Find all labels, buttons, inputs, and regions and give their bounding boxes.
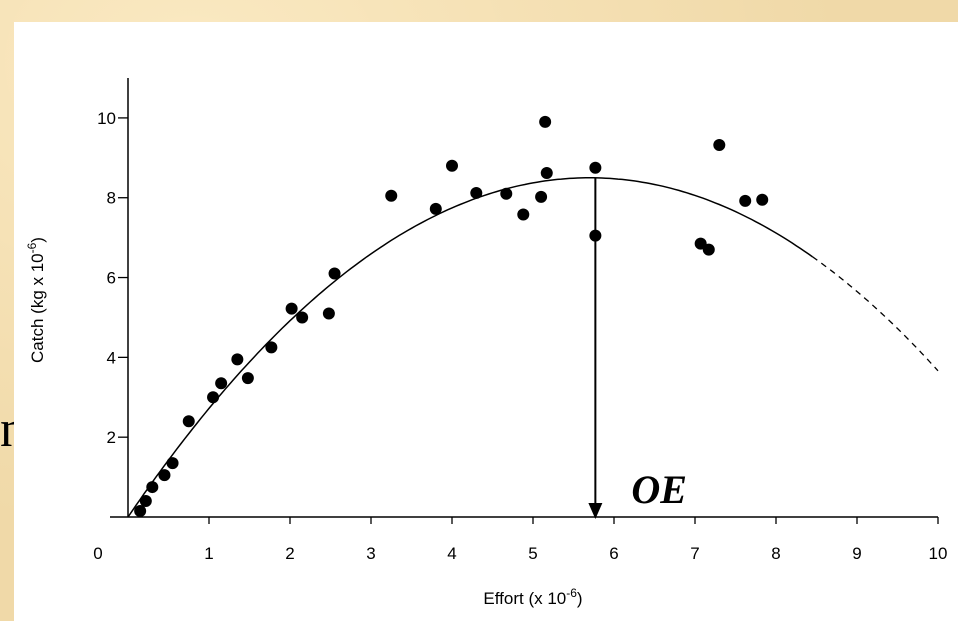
x-tick-label: 0 [93, 544, 102, 563]
y-axis-title-end: ) [28, 237, 47, 243]
y-axis-ticks: 2 4 6 8 10 [97, 109, 128, 447]
data-point [285, 302, 298, 315]
x-tick-label: 2 [285, 544, 294, 563]
y-tick-label: 8 [107, 189, 116, 208]
data-point [385, 189, 398, 202]
x-tick-label: 1 [204, 544, 213, 563]
data-point [322, 307, 335, 320]
data-point [589, 161, 602, 174]
x-axis-title: Effort (x 10-6) [483, 586, 582, 608]
data-point [146, 481, 159, 494]
x-axis-title-main: Effort (x 10 [483, 589, 566, 608]
fit-curve-dashed [812, 256, 939, 372]
x-tick-label: 5 [528, 544, 537, 563]
data-point [756, 193, 769, 206]
y-axis-title-main: Catch (kg x 10 [28, 253, 47, 363]
x-tick-label: 6 [609, 544, 618, 563]
data-point [535, 190, 548, 203]
plot-panel [14, 22, 958, 621]
data-point [470, 186, 483, 199]
y-tick-label: 2 [107, 428, 116, 447]
data-point [500, 187, 513, 200]
data-point [139, 495, 152, 508]
slide-text-fragment: n [0, 401, 14, 458]
data-point [134, 505, 147, 518]
data-point [265, 341, 278, 354]
x-tick-label: 4 [447, 544, 456, 563]
x-axis-ticks: 0 1 2 3 4 5 6 7 8 9 10 [93, 517, 947, 563]
data-point [296, 311, 309, 324]
x-tick-label: 8 [771, 544, 780, 563]
data-points [134, 115, 769, 518]
data-point [182, 415, 195, 428]
y-tick-label: 6 [107, 269, 116, 288]
data-point [166, 457, 179, 470]
data-point [539, 115, 552, 128]
fit-curve-solid [127, 177, 813, 518]
data-point [540, 166, 553, 179]
x-axis-title-end: ) [577, 589, 583, 608]
data-point [446, 159, 458, 172]
x-tick-label: 3 [366, 544, 375, 563]
data-point [241, 372, 254, 385]
x-tick-label: 9 [852, 544, 861, 563]
axes [110, 78, 938, 518]
oe-label: OE [631, 467, 687, 512]
y-axis-title-superscript: -6 [25, 242, 39, 253]
y-tick-label: 4 [107, 348, 116, 367]
y-tick-label: 10 [97, 109, 116, 128]
data-point [328, 267, 341, 280]
y-axis-title: Catch (kg x 10-6) [25, 237, 47, 363]
oe-annotation: OE [588, 177, 687, 519]
data-point [158, 469, 171, 482]
x-tick-label: 7 [690, 544, 699, 563]
data-point [231, 353, 244, 366]
data-point [207, 391, 220, 404]
x-tick-label: 10 [929, 544, 948, 563]
data-point [702, 243, 715, 256]
data-point [517, 208, 530, 221]
fit-curve [127, 177, 939, 518]
data-point [739, 194, 752, 207]
x-axis-title-superscript: -6 [566, 586, 577, 600]
data-point [429, 202, 442, 215]
oe-arrow-head [588, 503, 603, 519]
data-point [713, 139, 726, 152]
data-point [215, 377, 228, 390]
